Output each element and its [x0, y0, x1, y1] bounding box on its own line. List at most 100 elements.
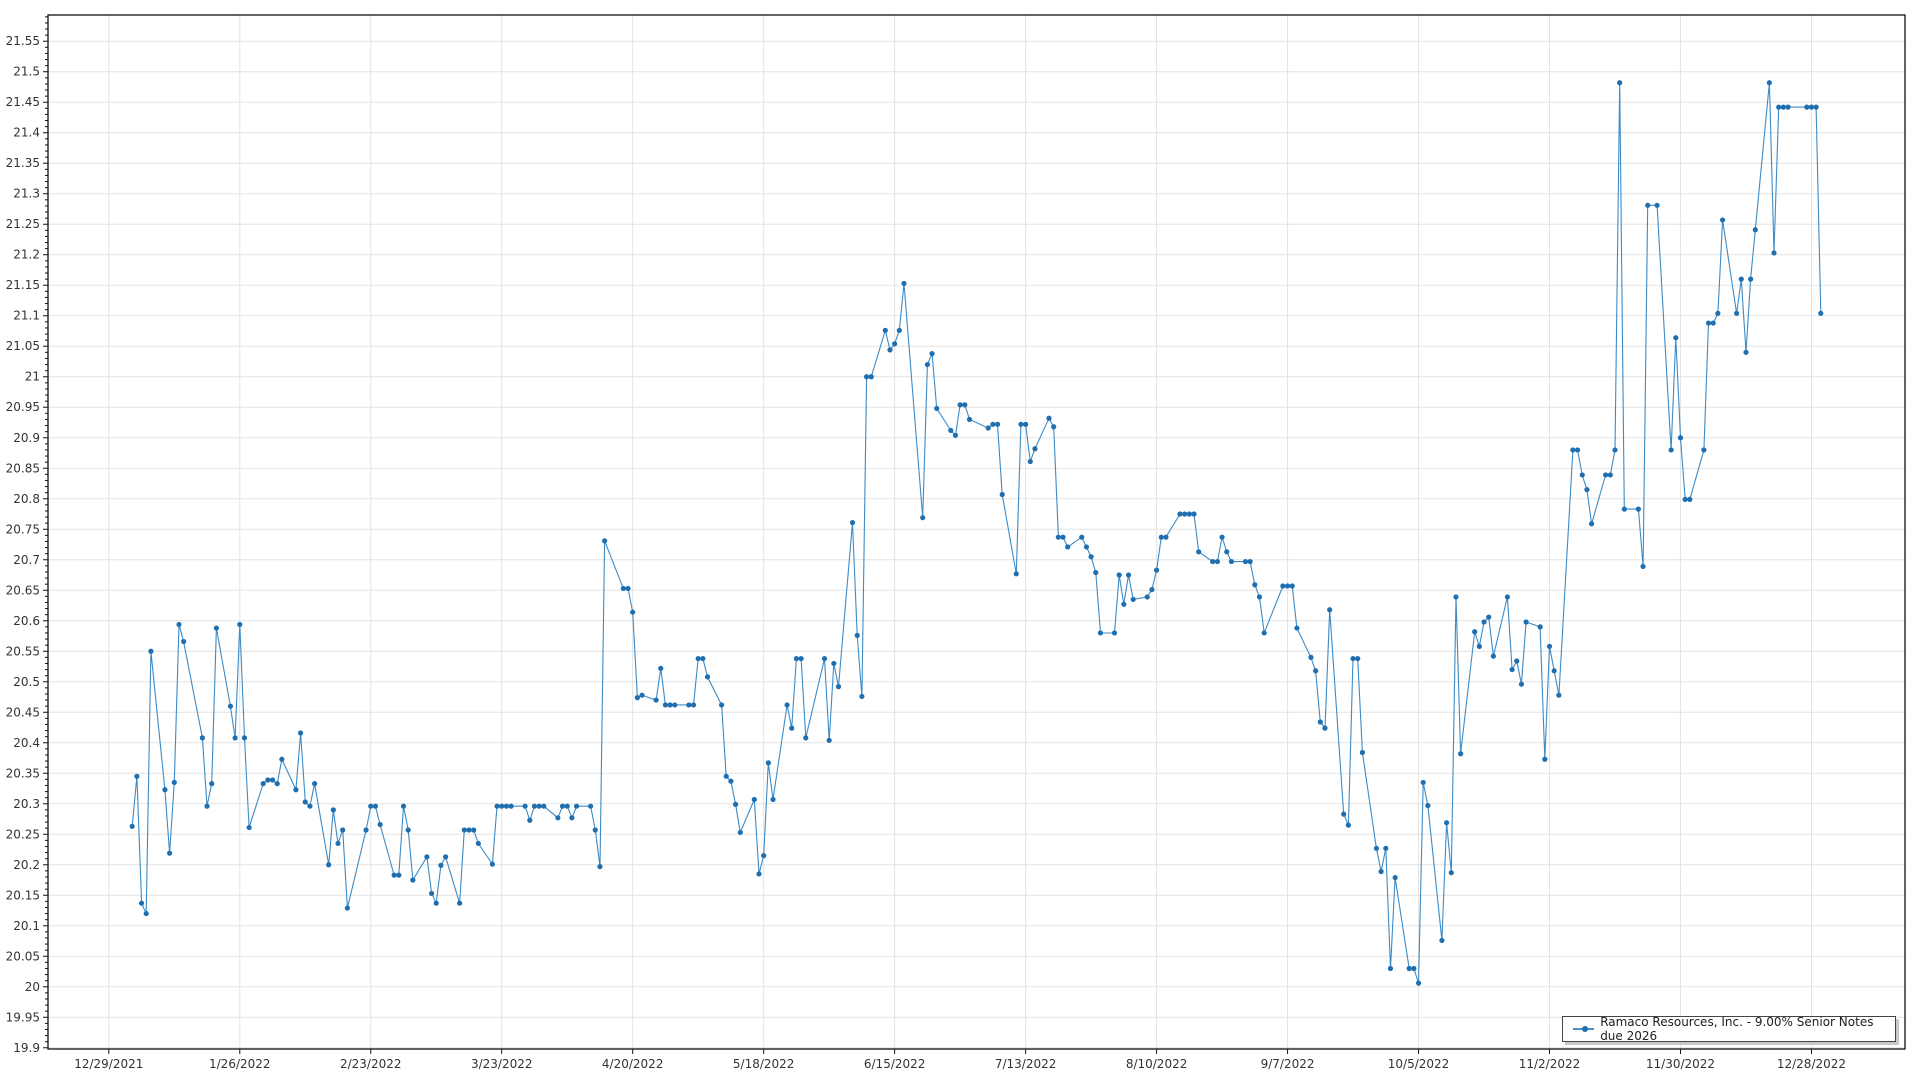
data-point [1032, 446, 1038, 452]
y-tick-label: 20.05 [6, 949, 40, 963]
data-point [1570, 447, 1576, 453]
x-tick-label: 11/2/2022 [1519, 1057, 1581, 1071]
y-tick-label: 20.25 [6, 827, 40, 841]
data-point [1345, 822, 1351, 828]
data-point [232, 735, 238, 741]
data-point [728, 778, 734, 784]
x-tick-label: 6/15/2022 [864, 1057, 926, 1071]
data-point [835, 684, 842, 690]
y-tick-label: 21.2 [13, 248, 40, 262]
data-point [1158, 534, 1164, 540]
data-point [1350, 655, 1356, 662]
data-point [1710, 320, 1716, 326]
data-point [1476, 643, 1482, 649]
data-point [887, 347, 893, 353]
data-point [1153, 567, 1160, 573]
data-point [803, 735, 809, 741]
data-point [751, 796, 757, 803]
data-point [1224, 549, 1230, 555]
data-point [241, 735, 248, 741]
data-point [335, 840, 341, 847]
data-point [770, 796, 776, 803]
data-point [849, 519, 856, 526]
data-point [461, 827, 467, 833]
data-point [1719, 217, 1726, 223]
data-point [723, 773, 729, 779]
data-point [162, 787, 168, 793]
data-point [1453, 594, 1459, 600]
data-point [761, 853, 767, 859]
data-point [424, 854, 430, 860]
data-point [503, 803, 510, 809]
data-point [1411, 965, 1417, 972]
data-point [1294, 625, 1300, 631]
data-point [1813, 104, 1819, 110]
data-point [1748, 276, 1754, 282]
data-point [1701, 447, 1707, 453]
data-point [934, 405, 940, 412]
data-point [630, 609, 636, 615]
y-tick-label: 20 [25, 980, 40, 994]
data-point [1481, 619, 1487, 625]
data-point [1504, 594, 1511, 600]
data-point [1219, 534, 1225, 540]
y-tick-label: 21.3 [13, 187, 40, 201]
data-point [1378, 868, 1384, 875]
data-point [1252, 582, 1258, 588]
data-point [1514, 658, 1520, 664]
data-point [1518, 681, 1525, 687]
legend: Ramaco Resources, Inc. - 9.00% Senior No… [1562, 1015, 1896, 1043]
data-point [1214, 558, 1220, 565]
data-point [892, 341, 898, 347]
data-point [302, 799, 308, 805]
data-point [260, 781, 266, 787]
y-tick-label: 20.15 [6, 888, 40, 902]
series-line [131, 82, 1822, 984]
data-point [269, 777, 276, 783]
y-tick-label: 20.75 [6, 522, 40, 536]
data-point [400, 803, 407, 809]
data-point [1182, 511, 1188, 517]
data-point [1313, 668, 1319, 674]
data-point [475, 840, 481, 847]
data-point [620, 585, 626, 592]
data-point [1023, 421, 1029, 427]
data-point [1617, 80, 1623, 86]
data-point [1766, 80, 1772, 86]
data-point [438, 862, 444, 868]
data-point [901, 280, 907, 287]
data-point [377, 821, 383, 828]
data-point [798, 655, 804, 662]
data-point [634, 695, 640, 701]
data-point [1490, 653, 1496, 659]
data-point [1458, 751, 1464, 757]
data-point [868, 374, 874, 380]
data-point [559, 803, 566, 809]
data-point [344, 905, 350, 911]
data-point [896, 327, 902, 333]
data-point [1284, 583, 1291, 589]
data-point [854, 632, 860, 639]
data-point [1392, 874, 1398, 881]
x-axis: 12/29/2021 1/26/2022 2/23/2022 3/23/2022 4/2… [74, 1049, 1846, 1071]
data-point [1144, 594, 1150, 600]
legend-line-marker-icon [1573, 1024, 1595, 1034]
data-point [1808, 104, 1815, 110]
y-tick-label: 21.25 [6, 217, 40, 231]
y-tick-label: 21.35 [6, 156, 40, 170]
data-point [1486, 614, 1492, 620]
data-point [948, 427, 954, 434]
y-tick-label: 21.45 [6, 95, 40, 109]
series-ramaco-notes [129, 80, 1824, 986]
data-point [494, 803, 500, 809]
data-point [602, 538, 608, 544]
data-point [1420, 779, 1426, 786]
data-point [1125, 572, 1132, 578]
data-point [1163, 534, 1169, 540]
data-point [1261, 630, 1267, 636]
data-point [587, 803, 594, 809]
data-point [1247, 558, 1253, 565]
data-point [789, 725, 795, 731]
data-point [1065, 544, 1071, 550]
y-axis: 19.9 19.95 20 20.05 20.1 20.15 20.2 20.25 20.3 20… [6, 16, 48, 1055]
